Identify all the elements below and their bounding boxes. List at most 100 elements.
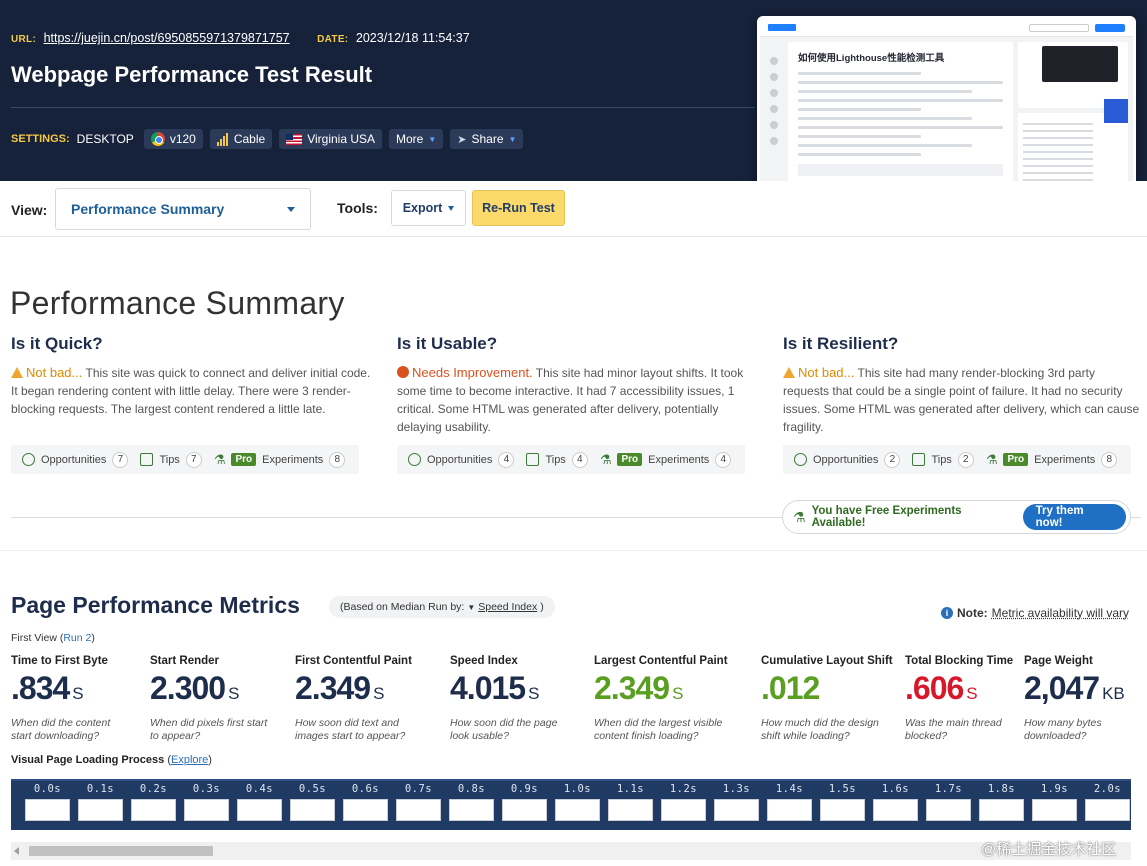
opportunities-label: Opportunities (813, 453, 879, 466)
filmstrip-frame[interactable]: 0.4s (233, 783, 286, 821)
try-them-now-button[interactable]: Try them now! (1022, 504, 1126, 530)
quick-stats[interactable]: Opportunities 7 Tips 7 ⚗ Pro Experiments… (11, 445, 359, 474)
resilient-description: Not bad... This site had many render-blo… (783, 364, 1143, 436)
metric-unit: S (373, 684, 385, 703)
export-button[interactable]: Export (391, 190, 466, 226)
filmstrip-frame[interactable]: 1.7s (922, 783, 975, 821)
usable-stats[interactable]: Opportunities 4 Tips 4 ⚗ Pro Experiments… (397, 445, 745, 474)
filmstrip-frame[interactable]: 1.1s (604, 783, 657, 821)
filmstrip-frame[interactable]: 0.3s (180, 783, 233, 821)
frame-time: 0.5s (298, 783, 327, 795)
metric-page-weight[interactable]: Page Weight 2,047 KB How many bytes downl… (1024, 655, 1125, 743)
filmstrip-frame[interactable]: 1.3s (710, 783, 763, 821)
scroll-left-arrow-icon[interactable] (14, 847, 19, 855)
experiments-count: 4 (715, 451, 732, 468)
metric-tbt[interactable]: Total Blocking Time .606 S Was the main t… (905, 655, 1013, 743)
filmstrip-frame[interactable]: 0.9s (498, 783, 551, 821)
explore-link[interactable]: Explore (170, 754, 209, 766)
frame-thumbnail (555, 799, 600, 821)
free-experiments-text: You have Free Experiments Available! (811, 505, 962, 529)
metric-speed-index[interactable]: Speed Index 4.015 S How soon did the page… (450, 655, 565, 743)
date-label: DATE: (317, 34, 349, 45)
metric-cls[interactable]: Cumulative Layout Shift .012 How much di… (761, 655, 893, 743)
filmstrip-frame[interactable]: 0.7s (392, 783, 445, 821)
filmstrip-frame[interactable]: 1.2s (657, 783, 710, 821)
tips-count: 4 (571, 451, 588, 468)
page-title: Webpage Performance Test Result (11, 62, 373, 87)
scrollbar-thumb[interactable] (29, 846, 213, 856)
median-run-selector[interactable]: (Based on Median Run by: ▼ Speed Index ) (329, 596, 555, 618)
run-link[interactable]: Run 2 (63, 632, 92, 644)
metrics-title: Page Performance Metrics (11, 592, 300, 618)
metric-value: .012 (761, 670, 820, 706)
filmstrip-frame[interactable]: 2.0s (1081, 783, 1134, 821)
opportunities-count: 2 (884, 451, 901, 468)
experiments-count: 8 (329, 451, 346, 468)
frame-time: 0.2s (139, 783, 168, 795)
frame-time: 0.6s (351, 783, 380, 795)
frame-time: 0.4s (245, 783, 274, 795)
thumbnail-search (1029, 23, 1089, 32)
export-label: Export (402, 201, 443, 215)
metric-description: How much did the design shift while load… (761, 717, 879, 742)
tips-icon (526, 453, 540, 466)
horizontal-scrollbar[interactable] (11, 842, 1131, 860)
location-value: Virginia USA (307, 132, 376, 146)
frame-time: 1.9s (1040, 783, 1069, 795)
frame-thumbnail (343, 799, 388, 821)
filmstrip-frame[interactable]: 0.0s (21, 783, 74, 821)
filmstrip-frame[interactable]: 0.6s (339, 783, 392, 821)
filmstrip-frame[interactable]: 0.5s (286, 783, 339, 821)
metric-description: How soon did text and images start to ap… (295, 717, 406, 742)
filmstrip-frame[interactable]: 1.8s (975, 783, 1028, 821)
metric-start-render[interactable]: Start Render 2.300 S When did pixels firs… (150, 655, 275, 743)
metric-unit: KB (1102, 684, 1125, 703)
metric-fcp[interactable]: First Contentful Paint 2.349 S How soon d… (295, 655, 415, 743)
usable-text: This site had minor layout shifts. It to… (397, 366, 744, 434)
filmstrip-frame[interactable]: 1.0s (551, 783, 604, 821)
filmstrip-frame[interactable]: 1.5s (816, 783, 869, 821)
metric-ttfb[interactable]: Time to First Byte .834 S When did the co… (11, 655, 126, 743)
filmstrip-frame[interactable]: 0.1s (74, 783, 127, 821)
metric-description: When did the content start downloading? (11, 717, 111, 742)
frame-time: 1.1s (616, 783, 645, 795)
view-select[interactable]: Performance Summary (55, 188, 311, 230)
filmstrip-frame[interactable]: 0.8s (445, 783, 498, 821)
filmstrip-frame[interactable]: 0.2s (127, 783, 180, 821)
frame-thumbnail (661, 799, 706, 821)
share-dropdown[interactable]: ➤ Share ▼ (450, 129, 524, 149)
caret-down-icon: ▼ (428, 134, 437, 144)
frame-thumbnail (184, 799, 229, 821)
opportunities-label: Opportunities (427, 453, 493, 466)
page-screenshot-thumbnail[interactable]: 如何使用Lighthouse性能检测工具 (757, 16, 1136, 212)
filmstrip-frame[interactable]: 1.9s (1028, 783, 1081, 821)
tested-url-link[interactable]: https://juejin.cn/post/69508559713798717… (43, 31, 290, 45)
metric-value: .834 (11, 670, 70, 706)
browser-badge: v120 (143, 129, 203, 149)
share-icon: ➤ (457, 133, 467, 146)
experiments-count: 8 (1101, 451, 1118, 468)
note-text[interactable]: Metric availability will vary (991, 606, 1130, 620)
rerun-test-button[interactable]: Re-Run Test (472, 190, 565, 226)
metric-description: Was the main thread blocked? (905, 717, 1002, 742)
device-value: DESKTOP (76, 132, 134, 146)
metric-lcp[interactable]: Largest Contentful Paint 2.349 S When did… (594, 655, 729, 743)
frame-thumbnail (608, 799, 653, 821)
warning-icon (783, 367, 795, 378)
caret-down-icon: ▼ (508, 134, 517, 144)
thumbnail-popup (1042, 46, 1118, 82)
tips-count: 2 (957, 451, 974, 468)
free-experiments-banner: ⚗ You have Free Experiments Available! T… (782, 500, 1131, 534)
pro-badge: Pro (231, 453, 257, 466)
filmstrip-frame[interactable]: 1.6s (869, 783, 922, 821)
metric-label: Cumulative Layout Shift (761, 655, 893, 667)
pro-badge: Pro (1003, 453, 1029, 466)
metric-unit: S (72, 684, 84, 703)
resilient-stats[interactable]: Opportunities 2 Tips 2 ⚗ Pro Experiments… (783, 445, 1131, 474)
filmstrip-frame[interactable]: 1.4s (763, 783, 816, 821)
experiments-label: Experiments (1034, 453, 1096, 466)
frame-thumbnail (926, 799, 971, 821)
more-dropdown[interactable]: More ▼ (389, 129, 444, 149)
metric-value: 2.300 (150, 670, 226, 706)
chevron-down-icon (287, 206, 295, 212)
